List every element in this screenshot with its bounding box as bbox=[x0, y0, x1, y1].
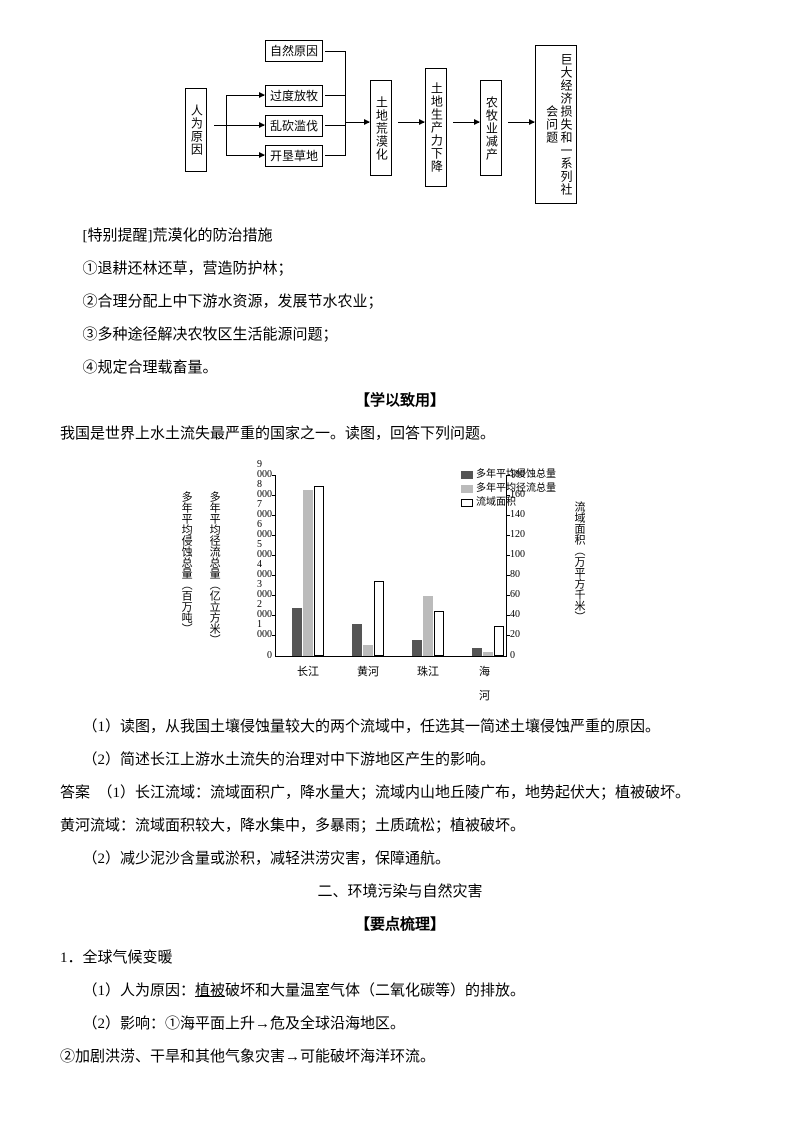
section-2-title: 二、环境污染与自然灾害 bbox=[60, 876, 740, 909]
node-desert: 土地荒漠化 bbox=[370, 80, 392, 176]
legend-area: 流域面积 bbox=[461, 496, 556, 510]
bar-area bbox=[494, 626, 504, 656]
bar-runoff bbox=[363, 645, 373, 656]
ytick-left: 9 000 bbox=[257, 460, 272, 480]
point-1-2: （2）影响：①海平面上升→危及全球沿海地区。 bbox=[60, 1008, 740, 1041]
flowchart-container: 自然原因 人为原因 过度放牧 乱砍滥伐 开垦草地 土地荒漠化 土地生产力下降 农… bbox=[60, 40, 740, 200]
pt1-1a: （1）人为原因： bbox=[83, 983, 196, 999]
right-axis-label: 流域面积（万平方千米） bbox=[573, 501, 585, 622]
left-axis-label-outer: 多年平均侵蚀总量（百万吨） bbox=[180, 491, 192, 634]
ytick-left: 3 000 bbox=[257, 580, 272, 600]
bar-erosion bbox=[352, 624, 362, 656]
connector bbox=[453, 122, 479, 123]
pt1-1b-underline: 植被 bbox=[195, 983, 225, 999]
tip-label: [特别提醒]荒漠化的防治措施 bbox=[60, 220, 740, 253]
xcat: 长江 bbox=[297, 660, 319, 684]
node-overgraze: 过度放牧 bbox=[265, 85, 323, 107]
ytick-left: 6 000 bbox=[257, 520, 272, 540]
apply-intro: 我国是世界上水土流失最严重的国家之一。读图，回答下列问题。 bbox=[60, 418, 740, 451]
ytick-right: 60 bbox=[510, 590, 520, 600]
bar-area bbox=[374, 581, 384, 656]
node-human: 人为原因 bbox=[185, 88, 207, 172]
ytick-right: 20 bbox=[510, 630, 520, 640]
bar-erosion bbox=[292, 608, 302, 656]
tip-3: ③多种途径解决农牧区生活能源问题； bbox=[60, 319, 740, 352]
node-result: 巨大经济损失和一系列社会问题 bbox=[535, 45, 577, 204]
node-deforest: 乱砍滥伐 bbox=[265, 115, 323, 137]
connector bbox=[345, 51, 346, 156]
bar-runoff bbox=[303, 490, 313, 656]
plot-area: 多年平均侵蚀总量 多年平均径流总量 流域面积 0 1 000 2 000 3 0… bbox=[275, 476, 507, 657]
xcat: 海河 bbox=[479, 660, 497, 708]
connector bbox=[325, 51, 345, 52]
node-nature: 自然原因 bbox=[265, 40, 323, 62]
ytick-left: 0 bbox=[267, 651, 272, 661]
ytick-right: 120 bbox=[510, 530, 525, 540]
legend-runoff: 多年平均径流总量 bbox=[461, 482, 556, 496]
answer-1-yellow: 黄河流域：流域面积较大，降水集中，多暴雨；土质疏松；植被破坏。 bbox=[60, 810, 740, 843]
chart-container: 多年平均侵蚀总量（百万吨） 多年平均径流总量（亿立方米） 流域面积（万平方千米）… bbox=[60, 461, 740, 691]
connector bbox=[214, 125, 226, 126]
connector bbox=[226, 95, 264, 96]
bar-chart: 多年平均侵蚀总量（百万吨） 多年平均径流总量（亿立方米） 流域面积（万平方千米）… bbox=[180, 461, 620, 691]
ytick-right: 0 bbox=[510, 651, 515, 661]
ytick-left: 2 000 bbox=[257, 600, 272, 620]
ytick-left: 1 000 bbox=[257, 620, 272, 640]
ytick-left: 4 000 bbox=[257, 560, 272, 580]
ytick-right: 180 bbox=[510, 470, 525, 480]
point-1-title: 1．全球气候变暖 bbox=[60, 942, 740, 975]
ytick-right: 80 bbox=[510, 570, 520, 580]
connector bbox=[345, 122, 369, 123]
bar-runoff bbox=[423, 596, 433, 656]
tip-2: ②合理分配上中下游水资源，发展节水农业； bbox=[60, 286, 740, 319]
connector bbox=[226, 125, 264, 126]
tip-1: ①退耕还林还草，营造防护林； bbox=[60, 253, 740, 286]
point-1-3: ②加剧洪涝、干旱和其他气象灾害→可能破坏海洋环流。 bbox=[60, 1041, 740, 1074]
pt1-1c: 破坏和大量温室气体（二氧化碳等）的排放。 bbox=[225, 983, 525, 999]
question-1: （1）读图，从我国土壤侵蚀量较大的两个流域中，任选其一简述土壤侵蚀严重的原因。 bbox=[60, 711, 740, 744]
bar-area bbox=[314, 486, 324, 656]
xcat: 黄河 bbox=[357, 660, 379, 684]
point-1-1: （1）人为原因：植被破坏和大量温室气体（二氧化碳等）的排放。 bbox=[60, 975, 740, 1008]
bar-runoff bbox=[483, 652, 493, 656]
left-axis-label-inner: 多年平均径流总量（亿立方米） bbox=[208, 491, 220, 645]
connector bbox=[398, 122, 424, 123]
section-apply-heading: 【学以致用】 bbox=[60, 385, 740, 418]
node-productivity: 土地生产力下降 bbox=[425, 68, 447, 187]
connector bbox=[226, 155, 264, 156]
ytick-right: 40 bbox=[510, 610, 520, 620]
ytick-right: 100 bbox=[510, 550, 525, 560]
bar-erosion bbox=[472, 648, 482, 656]
section-points-heading: 【要点梳理】 bbox=[60, 909, 740, 942]
ytick-left: 5 000 bbox=[257, 540, 272, 560]
connector bbox=[508, 122, 534, 123]
connector bbox=[325, 95, 345, 96]
bar-erosion bbox=[412, 640, 422, 656]
ytick-left: 8 000 bbox=[257, 480, 272, 500]
xcat: 珠江 bbox=[417, 660, 439, 684]
bar-area bbox=[434, 611, 444, 656]
connector bbox=[325, 125, 345, 126]
tip-4: ④规定合理载畜量。 bbox=[60, 352, 740, 385]
answer-2: （2）减少泥沙含量或淤积，减轻洪涝灾害，保障通航。 bbox=[60, 843, 740, 876]
ytick-right: 140 bbox=[510, 510, 525, 520]
flowchart: 自然原因 人为原因 过度放牧 乱砍滥伐 开垦草地 土地荒漠化 土地生产力下降 农… bbox=[170, 40, 630, 200]
connector bbox=[325, 155, 345, 156]
answer-1-changjiang: 答案 （1）长江流域：流域面积广，降水量大；流域内山地丘陵广布，地势起伏大；植被… bbox=[60, 777, 740, 810]
ytick-left: 7 000 bbox=[257, 500, 272, 520]
question-2: （2）简述长江上游水土流失的治理对中下游地区产生的影响。 bbox=[60, 744, 740, 777]
node-agri: 农牧业减产 bbox=[480, 80, 502, 176]
ytick-right: 160 bbox=[510, 490, 525, 500]
node-reclaim: 开垦草地 bbox=[265, 145, 323, 167]
